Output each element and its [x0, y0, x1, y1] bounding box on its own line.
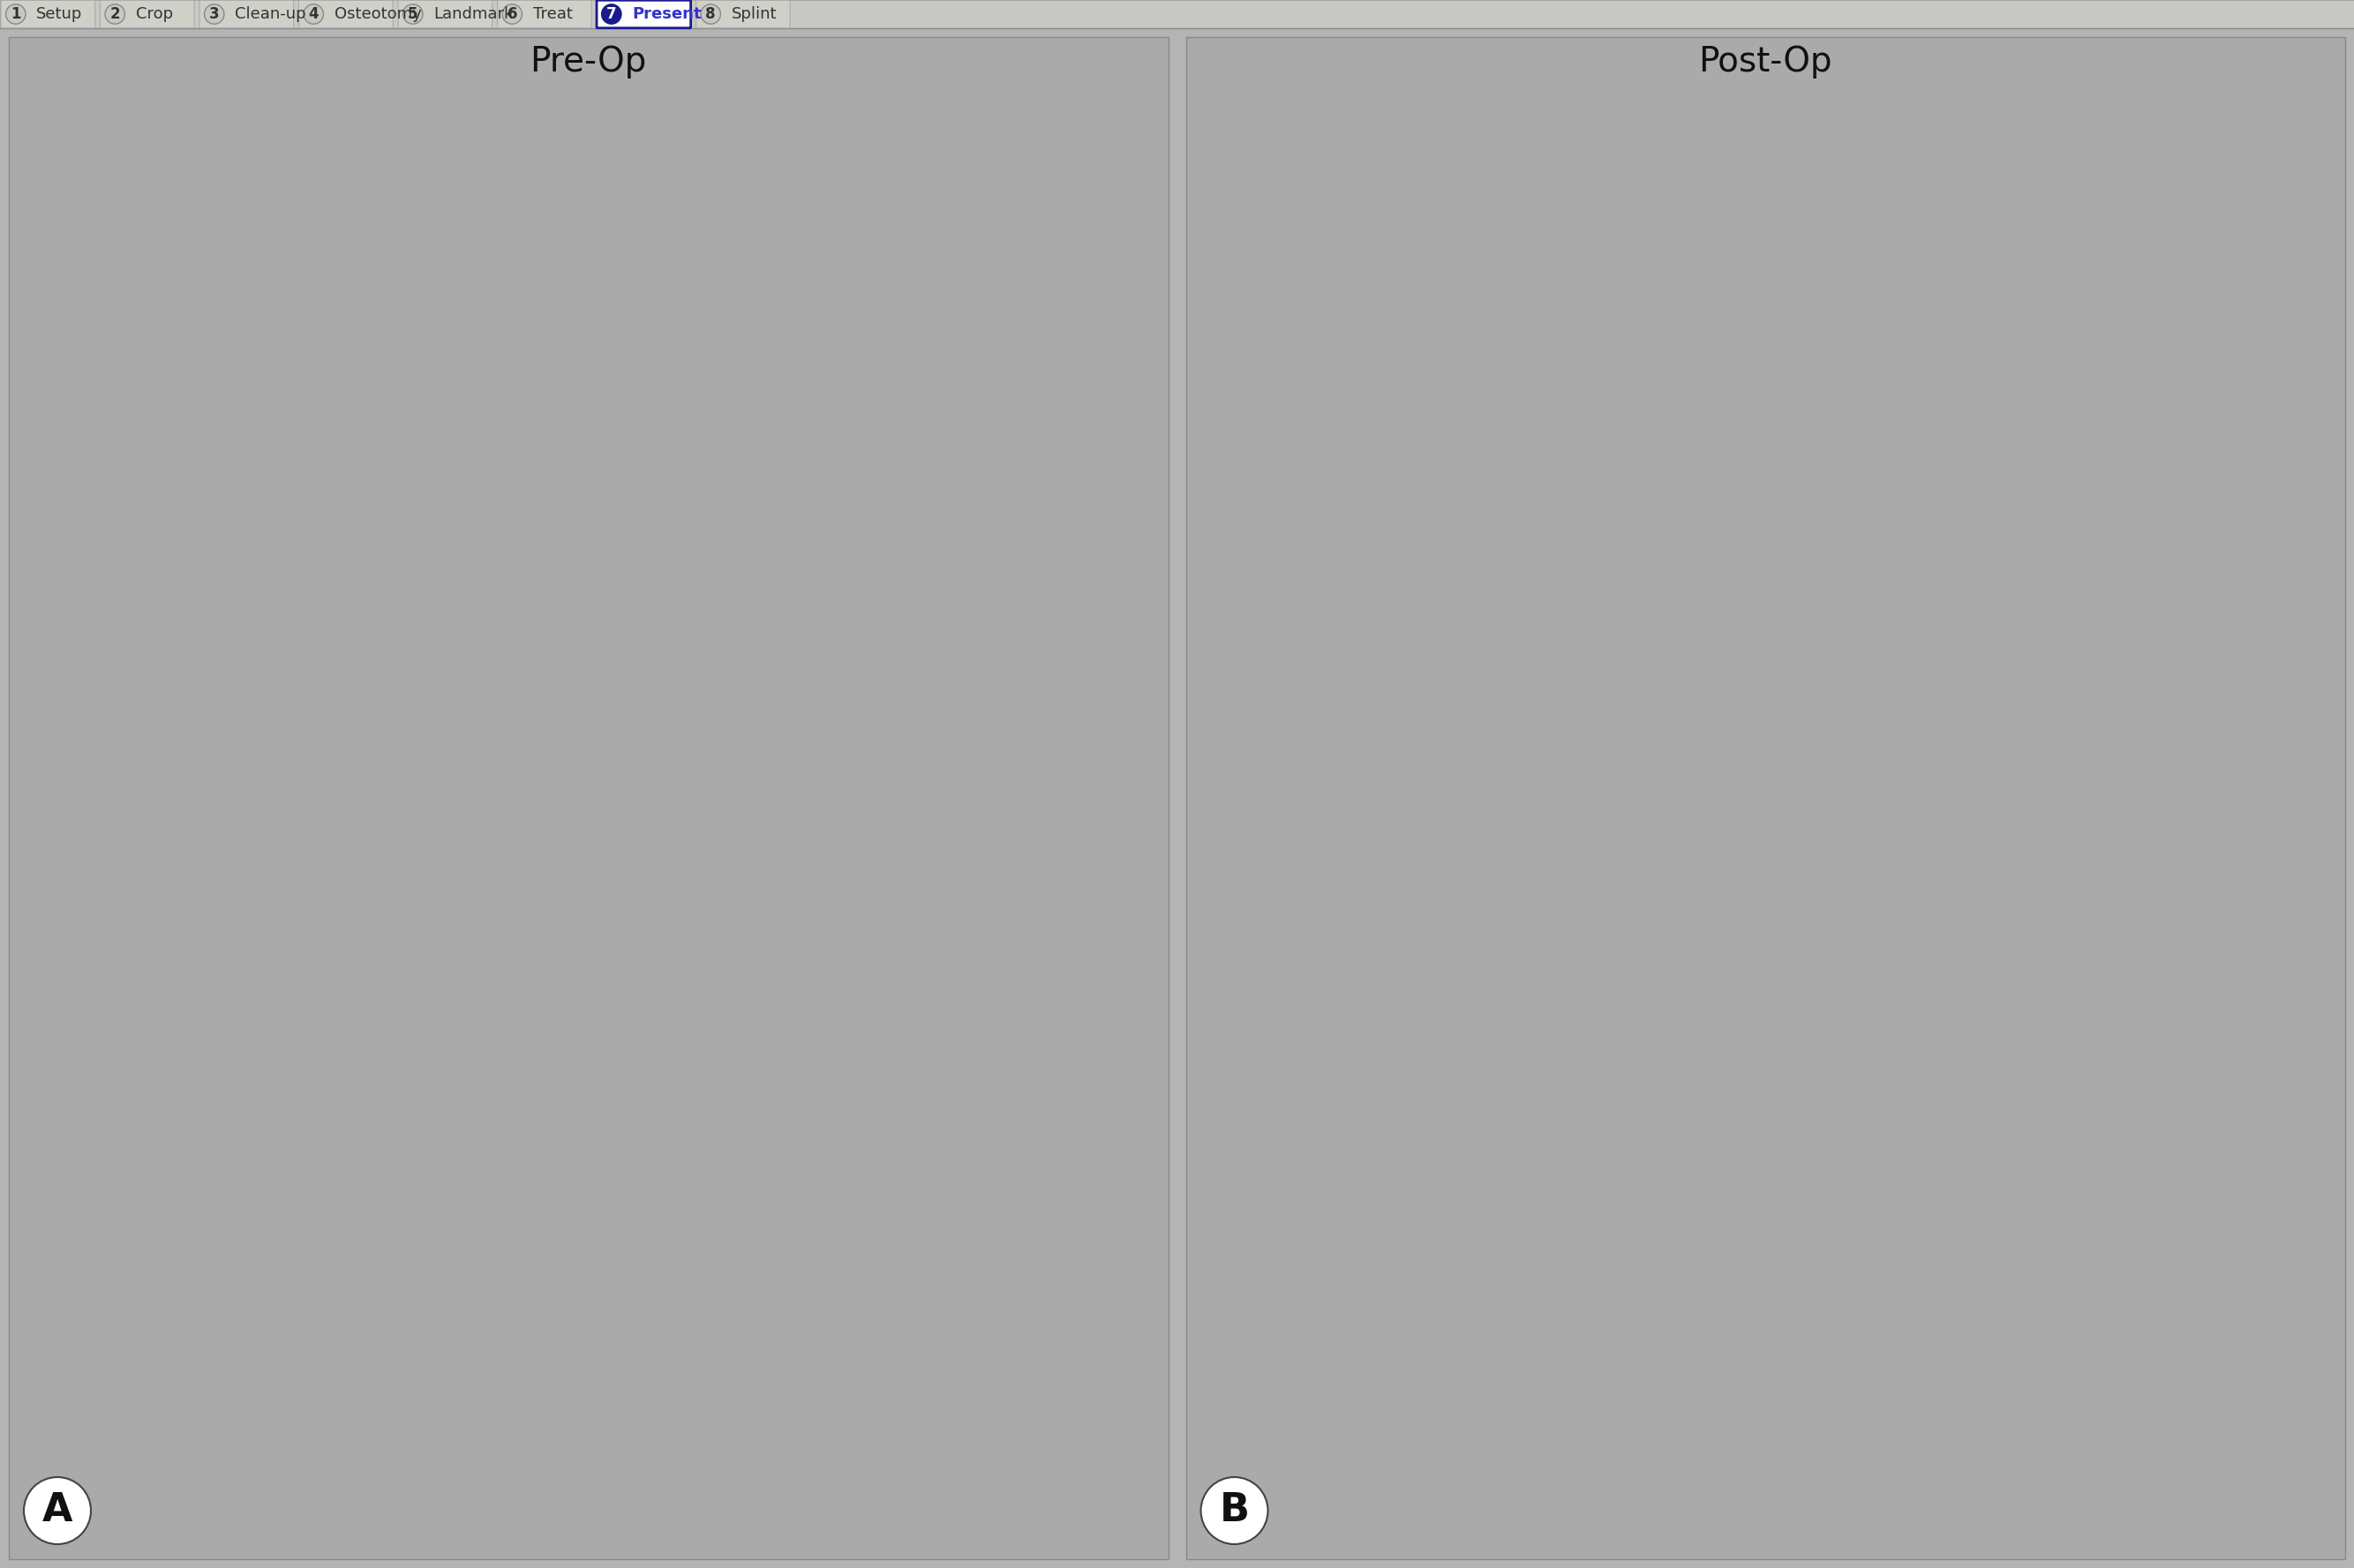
- Text: Setup: Setup: [38, 6, 82, 22]
- Circle shape: [701, 5, 720, 24]
- Text: 4: 4: [308, 6, 318, 22]
- Circle shape: [106, 5, 125, 24]
- Text: B: B: [1219, 1491, 1250, 1530]
- FancyBboxPatch shape: [0, 0, 94, 28]
- Text: Present: Present: [633, 6, 701, 22]
- Circle shape: [403, 5, 424, 24]
- FancyBboxPatch shape: [497, 0, 591, 28]
- FancyBboxPatch shape: [596, 0, 690, 28]
- Circle shape: [5, 5, 26, 24]
- Bar: [1186, 38, 2345, 1559]
- Text: Treat: Treat: [532, 6, 572, 22]
- Text: 3: 3: [210, 6, 219, 22]
- FancyBboxPatch shape: [398, 0, 492, 28]
- Circle shape: [24, 1477, 92, 1544]
- Text: Landmark: Landmark: [433, 6, 513, 22]
- Text: 7: 7: [607, 6, 617, 22]
- Text: 8: 8: [706, 6, 716, 22]
- Text: Pre-Op: Pre-Op: [530, 45, 647, 78]
- Text: A: A: [42, 1491, 73, 1530]
- Circle shape: [205, 5, 224, 24]
- Text: Post-Op: Post-Op: [1700, 45, 1831, 78]
- Text: Clean-up: Clean-up: [235, 6, 306, 22]
- Circle shape: [304, 5, 322, 24]
- Text: Splint: Splint: [732, 6, 777, 22]
- Text: 2: 2: [111, 6, 120, 22]
- Circle shape: [501, 5, 523, 24]
- Bar: [0, 0, 2354, 28]
- Text: Crop: Crop: [137, 6, 172, 22]
- Circle shape: [603, 5, 621, 24]
- Text: 1: 1: [9, 6, 21, 22]
- FancyBboxPatch shape: [200, 0, 294, 28]
- FancyBboxPatch shape: [697, 0, 791, 28]
- Circle shape: [1201, 1477, 1269, 1544]
- FancyBboxPatch shape: [299, 0, 393, 28]
- Text: Osteotomy: Osteotomy: [334, 6, 421, 22]
- Text: 6: 6: [506, 6, 518, 22]
- FancyBboxPatch shape: [101, 0, 195, 28]
- Text: 5: 5: [407, 6, 419, 22]
- Bar: [9, 38, 1168, 1559]
